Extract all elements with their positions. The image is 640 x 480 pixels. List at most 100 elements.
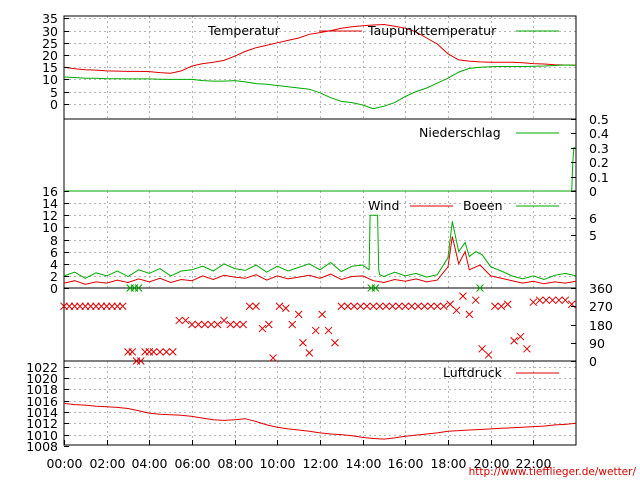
y2-tick-label-wind_direction: 180 xyxy=(589,318,613,333)
y-tick-label-pressure: 1014 xyxy=(26,405,58,420)
data-point-wind_direction-0 xyxy=(331,338,339,347)
x-tick-label: 06:00 xyxy=(174,456,210,471)
y-tick-label-pressure: 1012 xyxy=(26,416,58,431)
legend-temperature: Temperatur Taupunkttemperatur xyxy=(207,23,559,38)
data-point-wind_direction-0 xyxy=(194,320,203,329)
frame-layer xyxy=(63,15,577,446)
x-tick-label: 04:00 xyxy=(131,456,167,471)
y-tick-label-pressure: 1022 xyxy=(26,360,58,375)
data-point-wind_direction-0 xyxy=(168,348,177,356)
y2-tick-label-precipitation: 0.5 xyxy=(589,112,609,127)
data-point-wind_direction-0 xyxy=(375,302,384,311)
y-tick-label-temperature: 30 xyxy=(42,24,58,39)
data-point-wind_direction-0 xyxy=(452,306,461,315)
data-point-wind_direction-1 xyxy=(134,284,143,292)
data-point-wind_direction-0 xyxy=(294,310,303,319)
data-point-wind_direction-0 xyxy=(188,320,196,329)
y-tick-label-pressure: 1016 xyxy=(26,394,58,409)
x-tick-label: 08:00 xyxy=(217,456,253,471)
y-tick-label-temperature: 15 xyxy=(42,60,58,75)
y2-tick-label-wind: 6 xyxy=(589,211,597,226)
y-tick-label-wind: 10 xyxy=(42,220,58,235)
y-tick-label-pressure: 1018 xyxy=(26,382,58,397)
y2-tick-label-wind_direction: 360 xyxy=(589,281,613,296)
y-tick-label-temperature: 20 xyxy=(42,48,58,63)
data-point-wind_direction-0 xyxy=(324,326,333,335)
data-point-wind_direction-0 xyxy=(459,292,467,300)
data-point-wind_direction-0 xyxy=(465,310,474,319)
data-point-wind_direction-0 xyxy=(510,336,518,345)
legend-label-taupunkt: Taupunkttemperatur xyxy=(367,23,497,38)
data-point-wind_direction-0 xyxy=(305,349,314,357)
y-tick-label-wind: 0 xyxy=(50,281,58,296)
data-point-wind_direction-0 xyxy=(401,302,410,311)
y-tick-label-wind: 16 xyxy=(42,184,58,199)
x-tick-label: 00:00 xyxy=(46,456,82,471)
y-tick-label-wind: 4 xyxy=(50,257,58,272)
data-point-wind_direction-0 xyxy=(516,332,525,341)
data-point-wind_direction-0 xyxy=(561,296,570,305)
data-point-wind_direction-0 xyxy=(491,302,499,311)
data-point-wind_direction-0 xyxy=(288,320,297,329)
legend-wind: Wind Boeen xyxy=(368,198,559,213)
x-tick-label: 10:00 xyxy=(259,456,295,471)
data-point-wind_direction-0 xyxy=(478,344,486,353)
legend-label-wind: Wind xyxy=(368,198,399,213)
data-point-wind_direction-0 xyxy=(149,348,158,356)
data-point-wind_direction-0 xyxy=(213,320,222,329)
data-point-wind_direction-0 xyxy=(414,302,422,311)
data-point-wind_direction-0 xyxy=(207,320,216,329)
data-point-wind_direction-0 xyxy=(128,348,137,356)
y-tick-label-wind: 8 xyxy=(50,233,58,248)
data-point-wind_direction-0 xyxy=(548,296,557,305)
data-point-wind_direction-0 xyxy=(264,320,273,329)
y-tick-label-pressure: 1010 xyxy=(26,428,58,443)
y-tick-label-wind: 14 xyxy=(42,196,58,211)
source-credit[interactable]: http://www.tiefflieger.de/wetter/ xyxy=(469,466,637,478)
data-point-wind_direction-0 xyxy=(388,302,397,311)
data-point-wind_direction-0 xyxy=(232,320,241,329)
data-point-wind_direction-0 xyxy=(497,302,506,311)
legend-precipitation: Niederschlag xyxy=(419,125,559,140)
legend-label-temperatur: Temperatur xyxy=(207,23,281,38)
data-point-wind_direction-0 xyxy=(220,316,228,325)
data-point-wind_direction-0 xyxy=(407,302,416,311)
data-point-wind_direction-0 xyxy=(420,302,429,311)
data-point-wind_direction-0 xyxy=(299,338,307,347)
legend-label-niederschlag: Niederschlag xyxy=(419,125,501,140)
x-tick-label: 18:00 xyxy=(430,456,466,471)
y-tick-label-temperature: 0 xyxy=(50,97,58,112)
data-point-wind_direction-1 xyxy=(371,284,380,292)
data-point-wind_direction-0 xyxy=(175,316,184,325)
series-line-temperature-1 xyxy=(63,64,577,110)
legend-label-luftdruck: Luftdruck xyxy=(443,365,503,380)
x-tick-label: 12:00 xyxy=(302,456,338,471)
y2-tick-label-wind_direction: 90 xyxy=(589,336,605,351)
y2-tick-label-precipitation: 0.2 xyxy=(589,155,609,170)
x-tick-label: 20:00 xyxy=(473,456,509,471)
data-point-wind_direction-0 xyxy=(181,316,190,325)
data-point-wind_direction-0 xyxy=(337,302,346,311)
y2-tick-label-precipitation: 0.4 xyxy=(589,126,609,141)
data-point-wind_direction-0 xyxy=(503,300,512,309)
y2-tick-label-precipitation: 0.1 xyxy=(589,170,609,185)
data-point-wind_direction-0 xyxy=(446,300,454,309)
data-point-wind_direction-0 xyxy=(245,302,254,311)
data-point-wind_direction-0 xyxy=(363,302,371,311)
y2-tick-label-wind_direction: 0 xyxy=(589,354,597,369)
data-point-wind_direction-0 xyxy=(162,348,171,356)
series-line-wind-0 xyxy=(63,236,577,285)
data-point-wind_direction-0 xyxy=(433,302,442,311)
data-point-wind_direction-0 xyxy=(523,344,531,353)
y-tick-label-temperature: 35 xyxy=(42,11,58,26)
data-point-wind_direction-0 xyxy=(269,354,277,362)
data-point-wind_direction-0 xyxy=(542,296,550,305)
x-tick-label: 02:00 xyxy=(89,456,125,471)
data-point-wind_direction-0 xyxy=(471,296,480,305)
tick-layer: 353025201510500.50.40.30.20.101614121086… xyxy=(26,11,613,471)
data-point-wind_direction-0 xyxy=(136,357,145,365)
data-point-wind_direction-0 xyxy=(200,320,209,329)
y-tick-label-wind: 6 xyxy=(50,245,58,260)
data-point-wind_direction-0 xyxy=(555,296,563,305)
